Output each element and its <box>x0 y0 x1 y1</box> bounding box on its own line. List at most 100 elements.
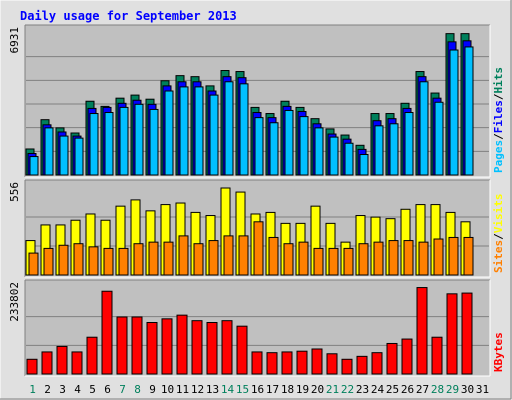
bar-pages-day-6 <box>104 112 114 176</box>
panel-kbytes: 233802 KBytes <box>8 279 505 377</box>
bar-sites-day-23 <box>358 243 369 276</box>
y-max-label: 233802 <box>8 282 21 322</box>
x-label-day-15: 15 <box>236 383 249 396</box>
bar-sites-day-29 <box>448 236 459 276</box>
x-label-day-3: 3 <box>59 383 66 396</box>
bar-pages-day-22 <box>344 142 354 176</box>
bar-sites-day-27 <box>418 241 429 276</box>
x-label-day-31: 31 <box>476 383 489 396</box>
bar-sites-day-28 <box>433 238 444 276</box>
bar-kbytes-day-23 <box>356 355 368 375</box>
bar-pages-day-15 <box>239 83 249 176</box>
bar-kbytes-day-8 <box>131 316 143 375</box>
bar-pages-day-4 <box>74 137 84 176</box>
bar-kbytes-day-20 <box>311 348 323 375</box>
bar-sites-day-24 <box>373 241 384 276</box>
right-axis-label: Pages/Files/Hits <box>492 67 505 173</box>
bar-pages-day-2 <box>44 127 54 176</box>
legend-separator: / <box>492 93 505 100</box>
bar-pages-day-30 <box>464 46 474 176</box>
bar-sites-day-25 <box>388 240 399 276</box>
x-label-day-21: 21 <box>326 383 339 396</box>
bar-pages-day-12 <box>194 86 204 176</box>
bar-pages-day-26 <box>404 112 414 176</box>
bar-kbytes-day-12 <box>191 320 203 375</box>
bar-kbytes-day-3 <box>56 345 68 375</box>
bar-sites-day-19 <box>298 241 309 276</box>
bar-sites-day-14 <box>223 235 234 276</box>
bar-kbytes-day-4 <box>71 351 83 375</box>
x-axis-labels: 1 2 3 4 5 6 7 8 9 10 11 12 13 14 15 16 17 18 19 20 21 22 23 24 2… <box>29 383 489 396</box>
x-label-day-7: 7 <box>119 383 126 396</box>
bar-kbytes-day-14 <box>221 320 233 375</box>
bar-kbytes-day-26 <box>401 338 413 375</box>
x-label-day-2: 2 <box>44 383 51 396</box>
bar-kbytes-day-5 <box>86 336 98 375</box>
y-max-label: 6931 <box>8 27 21 54</box>
bar-kbytes-day-2 <box>41 351 53 375</box>
bar-sites-day-8 <box>133 243 144 276</box>
x-label-day-12: 12 <box>191 383 204 396</box>
bar-sites-day-30 <box>463 236 474 276</box>
right-axis-label: KBytes <box>492 332 505 372</box>
panel-hits-files-pages: 6931 Pages/Files/Hits <box>8 24 505 178</box>
bar-kbytes-day-13 <box>206 322 218 375</box>
x-label-day-5: 5 <box>89 383 96 396</box>
legend-files: Files <box>492 100 505 133</box>
bar-pages-day-5 <box>89 113 99 176</box>
x-label-day-1: 1 <box>29 383 36 396</box>
bar-pages-day-3 <box>59 135 69 176</box>
bar-kbytes-day-7 <box>116 316 128 375</box>
x-label-day-29: 29 <box>446 383 459 396</box>
x-label-day-18: 18 <box>281 383 294 396</box>
bar-pages-day-7 <box>119 106 129 176</box>
x-label-day-27: 27 <box>416 383 429 396</box>
bar-pages-day-9 <box>149 108 159 176</box>
bar-sites-day-13 <box>208 240 219 276</box>
bar-pages-day-20 <box>314 127 324 176</box>
bar-pages-day-8 <box>134 103 144 176</box>
bar-sites-day-3 <box>58 244 69 276</box>
bar-pages-day-1 <box>29 156 39 176</box>
bar-kbytes-day-11 <box>176 314 188 375</box>
x-label-day-22: 22 <box>341 383 354 396</box>
bar-kbytes-day-19 <box>296 350 308 375</box>
chart-panels: 6931 Pages/Files/Hits 556 Sites/Visits 23380… <box>8 24 505 377</box>
x-label-day-9: 9 <box>149 383 156 396</box>
x-label-day-26: 26 <box>401 383 414 396</box>
bar-pages-day-17 <box>269 122 279 176</box>
bar-sites-day-15 <box>238 235 249 276</box>
x-label-day-11: 11 <box>176 383 189 396</box>
x-label-day-14: 14 <box>221 383 235 396</box>
bar-kbytes-day-24 <box>371 352 383 375</box>
bar-sites-day-7 <box>118 247 129 276</box>
bar-pages-day-18 <box>284 109 294 176</box>
bar-pages-day-10 <box>164 90 174 176</box>
x-label-day-19: 19 <box>296 383 309 396</box>
bar-kbytes-day-16 <box>251 351 263 375</box>
bar-kbytes-day-28 <box>431 336 443 375</box>
bar-kbytes-day-18 <box>281 351 293 375</box>
bar-kbytes-day-30 <box>461 292 473 375</box>
x-label-day-13: 13 <box>206 383 219 396</box>
x-label-day-30: 30 <box>461 383 474 396</box>
legend-separator: / <box>492 133 505 140</box>
bar-sites-day-21 <box>328 247 339 276</box>
bar-kbytes-day-6 <box>101 290 113 375</box>
x-label-day-8: 8 <box>134 383 141 396</box>
x-label-day-17: 17 <box>266 383 279 396</box>
legend-sites: Sites <box>492 240 505 273</box>
x-label-day-28: 28 <box>431 383 444 396</box>
bar-sites-day-6 <box>103 247 114 276</box>
bar-sites-day-16 <box>253 221 264 276</box>
bar-kbytes-day-25 <box>386 342 398 375</box>
y-max-label: 556 <box>8 182 21 202</box>
bar-sites-day-1 <box>28 252 39 276</box>
bar-pages-day-14 <box>224 81 234 176</box>
bar-sites-day-11 <box>178 235 189 276</box>
right-axis-label: Sites/Visits <box>492 194 505 274</box>
legend-separator: / <box>492 233 505 240</box>
bar-pages-day-11 <box>179 86 189 176</box>
bar-pages-day-16 <box>254 117 264 176</box>
